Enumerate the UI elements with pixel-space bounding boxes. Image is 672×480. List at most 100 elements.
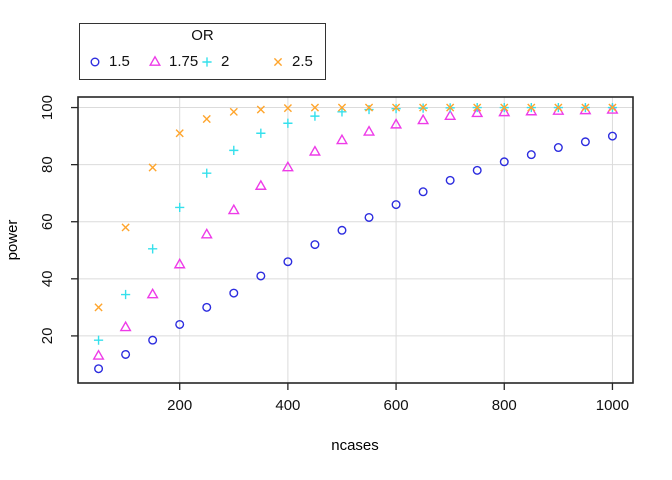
data-point-plus [175, 202, 185, 213]
data-point-x [527, 103, 536, 112]
series-1-5 [94, 131, 617, 374]
y-tick-label: 60 [39, 213, 56, 230]
x-marker-icon [273, 57, 283, 67]
data-point-plus [202, 168, 212, 178]
data-point-triangle [148, 55, 162, 66]
data-point-plus [283, 118, 293, 128]
data-points [92, 102, 619, 374]
data-point-plus [256, 128, 266, 138]
data-point-circle [580, 137, 590, 147]
data-point-circle [418, 187, 428, 197]
data-point-circle [472, 165, 482, 175]
data-point-circle [94, 364, 104, 374]
data-point-triangle [363, 125, 376, 136]
data-point-circle [202, 302, 212, 312]
circle-marker-icon [90, 57, 100, 67]
data-point-triangle [498, 105, 511, 117]
legend-entry-2: 2 [200, 53, 229, 71]
legend-entry-1-5: 1.5 [88, 53, 130, 71]
data-point-triangle [606, 103, 619, 114]
data-point-circle [526, 150, 536, 160]
data-point-x [581, 103, 590, 112]
data-point-x [121, 223, 130, 232]
data-point-triangle [308, 145, 321, 156]
y-axis-label: power [4, 220, 21, 261]
data-point-plus [121, 289, 131, 300]
y-tick-label: 40 [39, 270, 56, 287]
data-point-triangle [444, 109, 457, 121]
x-tick-label: 600 [384, 397, 409, 414]
data-point-triangle [390, 118, 403, 129]
data-point-x [283, 104, 292, 113]
data-point-circle [391, 200, 401, 210]
data-point-circle [364, 212, 374, 222]
plus-marker-icon [202, 57, 212, 67]
triangle-marker-icon [148, 55, 162, 66]
y-tick-label: 80 [39, 156, 56, 173]
data-point-triangle [227, 203, 240, 215]
data-point-x [473, 103, 482, 112]
data-point-triangle [417, 113, 430, 125]
data-point-x [148, 163, 157, 172]
data-point-x [337, 103, 347, 112]
data-point-circle [499, 157, 509, 167]
data-point-triangle [173, 257, 186, 269]
x-tick-label: 400 [275, 397, 300, 414]
data-point-x [446, 103, 455, 112]
data-point-x [554, 103, 563, 112]
data-point-plus [202, 57, 212, 67]
data-point-circle [256, 271, 266, 281]
data-point-circle [148, 335, 158, 345]
series-2 [93, 102, 618, 345]
tick-labels: 200 400 600 800 1000 20 40 60 80 100 [39, 95, 629, 414]
series-1-75 [92, 103, 619, 360]
data-point-circle [607, 131, 617, 141]
data-point-circle [337, 225, 347, 235]
data-point-triangle [335, 133, 348, 145]
data-point-x [310, 103, 320, 112]
x-tick-label: 200 [167, 397, 192, 414]
data-point-plus [391, 104, 401, 114]
data-point-plus [148, 244, 158, 254]
legend: OR 1.5 1.75 2 2.5 [79, 23, 326, 80]
data-point-x [419, 103, 428, 112]
data-point-triangle [254, 179, 267, 190]
legend-title: OR [191, 27, 214, 44]
data-point-x [273, 57, 283, 67]
data-point-circle [90, 57, 100, 67]
data-point-x [229, 107, 238, 116]
x-tick-label: 1000 [596, 397, 629, 414]
data-point-circle [229, 288, 239, 298]
data-point-triangle [281, 160, 294, 172]
data-point-x [364, 103, 374, 112]
gridlines [78, 97, 633, 383]
y-tick-label: 20 [39, 328, 56, 345]
data-point-circle [445, 175, 455, 185]
legend-label: 2.5 [292, 53, 313, 70]
data-point-x [256, 105, 265, 114]
plot-border [77, 96, 634, 384]
data-point-x [202, 114, 211, 124]
data-point-plus [337, 107, 347, 117]
data-point-plus [229, 145, 239, 155]
legend-entry-1-75: 1.75 [148, 53, 198, 71]
data-point-plus [93, 335, 104, 345]
data-point-plus [364, 104, 374, 115]
legend-entry-2-5: 2.5 [271, 53, 313, 71]
series-2-5 [94, 103, 617, 312]
data-point-x [391, 103, 401, 112]
y-tick-label: 100 [39, 95, 56, 120]
legend-label: 2 [221, 53, 230, 70]
data-point-triangle [119, 320, 132, 332]
axis-ticks [71, 106, 614, 390]
legend-label: 1.75 [169, 53, 199, 70]
data-point-x [608, 103, 617, 112]
data-point-triangle [200, 227, 213, 239]
x-axis-label: ncases [331, 437, 379, 454]
x-tick-label: 800 [492, 397, 517, 414]
data-point-circle [175, 319, 185, 329]
data-point-triangle [146, 287, 159, 299]
data-point-plus [310, 111, 320, 121]
